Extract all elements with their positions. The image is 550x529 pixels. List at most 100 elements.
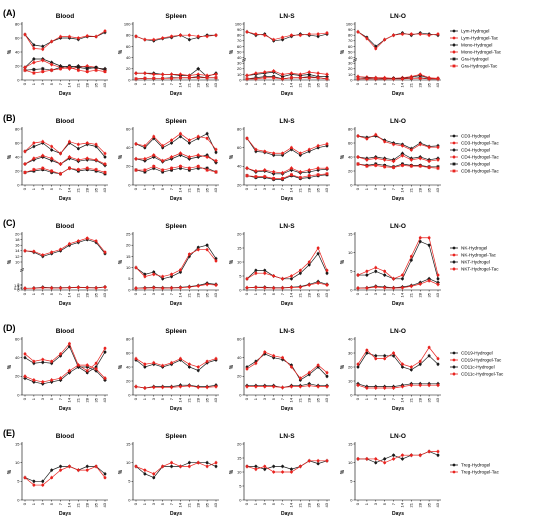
data-point xyxy=(214,33,218,37)
data-point xyxy=(290,33,293,37)
data-point xyxy=(436,383,440,388)
data-point xyxy=(374,77,378,81)
data-point xyxy=(298,384,303,389)
data-point xyxy=(263,350,267,354)
data-point xyxy=(23,374,27,379)
x-tick-label: 3 xyxy=(262,292,267,295)
x-tick-label: 35 xyxy=(426,292,431,297)
legend-label: CD4-Hydrogel-Tac xyxy=(461,155,499,160)
y-tick-label: 0 xyxy=(128,287,131,292)
data-point xyxy=(427,159,432,164)
x-tick-label: 5 xyxy=(160,187,165,190)
legend-item: CD3-Hydrogel-Tac xyxy=(450,141,499,146)
data-point xyxy=(59,465,62,468)
legend-marker xyxy=(452,267,456,271)
series-line xyxy=(24,142,106,158)
y-axis-label: % xyxy=(118,49,124,54)
series-line xyxy=(135,462,217,475)
y-tick-label: 0 xyxy=(239,497,242,502)
x-tick-label: 21 xyxy=(76,82,81,87)
data-point xyxy=(187,141,191,145)
data-point xyxy=(436,277,440,281)
data-point xyxy=(32,68,36,71)
data-point xyxy=(298,269,302,272)
data-point xyxy=(436,77,440,81)
legend: Lym-Hydrogel Lym-Hydrogel-Tac Mono-Hydroge… xyxy=(450,29,502,69)
x-tick-label: 35 xyxy=(93,82,98,87)
legend-marker xyxy=(452,57,456,61)
data-point xyxy=(50,148,54,152)
data-point xyxy=(383,461,387,465)
x-tick-label: 0 xyxy=(355,502,360,505)
data-point xyxy=(179,135,182,138)
series-line xyxy=(24,156,106,166)
data-point xyxy=(214,461,218,465)
x-tick-label: 7 xyxy=(169,502,174,505)
data-point xyxy=(281,356,284,360)
panel-title: Blood xyxy=(56,328,74,335)
data-point xyxy=(427,243,431,247)
x-tick-label: 0 xyxy=(244,292,249,295)
y-tick-label: 5 xyxy=(239,483,242,488)
data-point xyxy=(418,383,423,388)
legend-item: CD8-Hydrogel xyxy=(450,162,490,167)
data-point xyxy=(76,168,80,171)
x-tick-label: 43 xyxy=(102,397,107,402)
data-point xyxy=(436,145,440,149)
x-tick-label: 43 xyxy=(435,502,440,507)
data-point xyxy=(134,357,138,360)
data-point xyxy=(59,152,62,155)
data-point xyxy=(32,479,36,483)
legend-marker xyxy=(452,358,456,362)
y-tick-label: 40 xyxy=(15,154,20,159)
y-axis-label: % xyxy=(7,49,13,54)
series-line xyxy=(357,352,439,371)
data-point xyxy=(436,32,440,36)
data-point xyxy=(356,155,360,159)
panel-title: LN-S xyxy=(279,223,295,230)
series-cd19-hydrogel xyxy=(134,358,218,373)
series-cd3-hydrogel-tac xyxy=(134,131,218,152)
data-point xyxy=(245,30,249,34)
data-point xyxy=(179,76,182,80)
x-tick-label: 5 xyxy=(160,502,165,505)
data-point xyxy=(23,352,27,356)
x-tick-label: 28 xyxy=(306,397,311,402)
series-nk-hydrogel-tac xyxy=(356,235,440,281)
data-point xyxy=(214,465,218,468)
series-line xyxy=(358,451,438,464)
data-point xyxy=(31,286,36,291)
y-tick-label: 10 xyxy=(237,72,242,77)
y-tick-label: 20 xyxy=(348,66,353,71)
x-tick-label: 28 xyxy=(417,292,422,297)
y-tick-label: 20 xyxy=(237,66,242,71)
x-tick-label: 43 xyxy=(324,292,329,297)
x-tick-label: 5 xyxy=(382,397,387,400)
data-point xyxy=(103,376,107,381)
data-point xyxy=(409,76,413,80)
data-point xyxy=(409,258,413,262)
data-point xyxy=(32,47,36,50)
y-tick-label: 60 xyxy=(15,35,20,40)
legend-marker xyxy=(452,43,456,47)
x-tick-label: 7 xyxy=(58,292,63,295)
data-point xyxy=(298,76,302,80)
y-tick-label: 60 xyxy=(126,126,131,131)
data-point xyxy=(143,38,147,42)
x-tick-label: 1 xyxy=(253,397,258,400)
y-tick-label: 10 xyxy=(348,460,353,465)
data-point xyxy=(196,246,200,249)
data-point xyxy=(187,285,192,289)
data-point xyxy=(59,468,62,472)
data-point xyxy=(316,144,320,148)
panel-title: Spleen xyxy=(165,118,186,125)
data-point xyxy=(400,153,405,158)
data-point xyxy=(50,68,54,72)
x-tick-label: 3 xyxy=(151,82,156,85)
data-point xyxy=(280,286,285,290)
data-point xyxy=(263,33,267,37)
x-tick-label: 0 xyxy=(355,292,360,295)
